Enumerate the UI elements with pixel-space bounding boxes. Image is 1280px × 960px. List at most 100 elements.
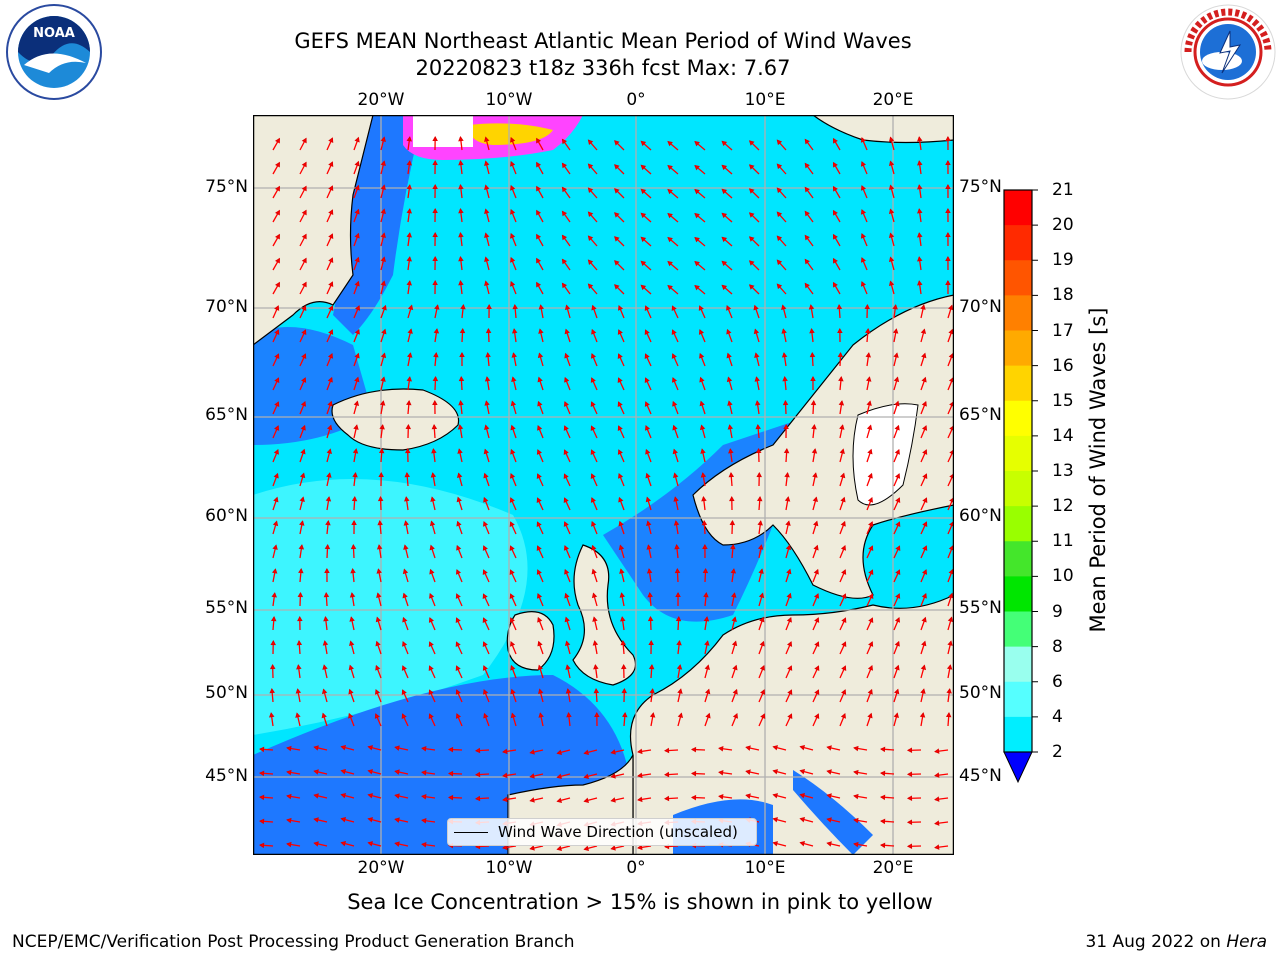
wave-direction-arrow (637, 796, 652, 803)
wave-direction-arrow (325, 496, 332, 511)
wave-direction-arrow (406, 400, 412, 415)
wave-direction-arrow (646, 520, 652, 535)
land-iceland (331, 388, 460, 451)
wave-direction-arrow (428, 689, 436, 703)
lon-label-bottom: 0° (626, 858, 646, 878)
wave-direction-arrow (718, 770, 733, 776)
wave-direction-arrow (394, 841, 409, 847)
wave-direction-arrow (324, 543, 331, 559)
wave-direction-arrow (375, 640, 382, 655)
wave-direction-arrow (866, 400, 872, 415)
wave-direction-arrow (729, 519, 736, 535)
wave-direction-arrow (593, 664, 599, 679)
wave-direction-arrow (583, 845, 598, 851)
wave-direction-arrow (804, 186, 814, 199)
wave-direction-arrow (352, 472, 358, 487)
wave-direction-arrow (757, 520, 763, 535)
wave-direction-arrow (556, 845, 571, 851)
wave-direction-arrow (326, 257, 334, 271)
lon-label-top: 20°E (872, 90, 914, 110)
lon-label-top: 10°W (485, 90, 533, 110)
wave-direction-arrow (647, 592, 653, 607)
wave-direction-arrow (536, 521, 544, 535)
wave-direction-arrow (667, 236, 679, 247)
wave-direction-arrow (945, 135, 951, 151)
wave-direction-arrow (645, 448, 652, 463)
wave-direction-arrow (860, 161, 868, 175)
wave-direction-arrow (510, 688, 517, 703)
colorbar-tick-label: 17 (1052, 320, 1074, 341)
wave-direction-arrow (698, 329, 706, 343)
wave-direction-arrow (313, 817, 328, 823)
wave-direction-arrow (729, 495, 735, 511)
wave-direction-arrow (561, 162, 571, 175)
wave-direction-arrow (590, 353, 598, 367)
land-greenland (253, 115, 374, 346)
wave-direction-arrow (811, 424, 817, 439)
wave-direction-arrow (272, 161, 280, 175)
wave-direction-arrow (378, 447, 385, 463)
wave-direction-arrow (458, 208, 464, 223)
wave-direction-arrow (614, 164, 625, 175)
wave-direction-arrow (298, 568, 304, 583)
wave-direction-arrow (920, 328, 927, 343)
wave-direction-arrow (258, 842, 274, 849)
wave-direction-arrow (406, 136, 412, 151)
wave-direction-arrow (866, 688, 873, 703)
wave-direction-arrow (809, 328, 815, 343)
wave-direction-arrow (619, 568, 625, 583)
lat-label-left: 45°N (205, 766, 248, 786)
wave-direction-arrow (610, 773, 625, 779)
wave-direction-arrow (286, 745, 301, 752)
wave-direction-arrow (619, 592, 626, 607)
wave-direction-arrow (673, 472, 679, 487)
wave-direction-arrow (667, 260, 679, 271)
wave-direction-arrow (299, 520, 305, 535)
wave-direction-arrow (917, 232, 923, 247)
colorbar-tick-label: 4 (1052, 706, 1063, 727)
wave-direction-arrow (447, 746, 463, 753)
wave-direction-arrow (298, 544, 305, 559)
wave-direction-arrow (271, 568, 278, 583)
colorbar-segment (1004, 471, 1032, 507)
wave-direction-arrow (879, 842, 895, 849)
wave-direction-arrow (405, 423, 412, 439)
colorbar-tick-label: 13 (1052, 461, 1074, 481)
wave-direction-arrow (323, 616, 329, 631)
wave-direction-arrow (536, 545, 544, 559)
wave-direction-arrow (591, 592, 598, 607)
wave-direction-arrow (785, 568, 792, 583)
wave-direction-arrow (380, 376, 386, 391)
wave-direction-arrow (537, 352, 544, 367)
wave-direction-arrow (556, 749, 571, 755)
wave-direction-arrow (367, 769, 382, 775)
wave-direction-arrow (906, 795, 922, 802)
wave-direction-arrow (620, 663, 627, 679)
wave-direction-arrow (421, 746, 436, 752)
wave-direction-arrow (566, 712, 572, 727)
wave-direction-arrow (672, 400, 679, 415)
wave-direction-arrow (447, 794, 463, 801)
wave-direction-arrow (920, 569, 928, 583)
wave-direction-arrow (432, 399, 438, 415)
wave-direction-arrow (703, 616, 710, 631)
wave-direction-arrow (272, 496, 279, 511)
wave-direction-arrow (781, 328, 787, 343)
wave-direction-arrow (699, 424, 706, 439)
wave-direction-arrow (432, 375, 439, 391)
wave-direction-arrow (946, 688, 952, 703)
wave-direction-arrow (893, 712, 899, 727)
wave-direction-arrow (537, 664, 544, 679)
graticule (253, 115, 954, 855)
wave-direction-arrow (756, 496, 763, 511)
wave-direction-arrow (728, 471, 735, 487)
wave-direction-arrow (646, 544, 652, 559)
wave-direction-arrow (945, 183, 951, 199)
wave-direction-arrow (484, 256, 490, 271)
wave-direction-arrow (510, 184, 517, 199)
wave-direction-arrow (321, 712, 328, 727)
wave-direction-arrow (721, 284, 733, 295)
wave-direction-arrow (351, 495, 358, 511)
wave-direction-arrow (893, 448, 900, 463)
wave-direction-arrow (694, 164, 706, 175)
